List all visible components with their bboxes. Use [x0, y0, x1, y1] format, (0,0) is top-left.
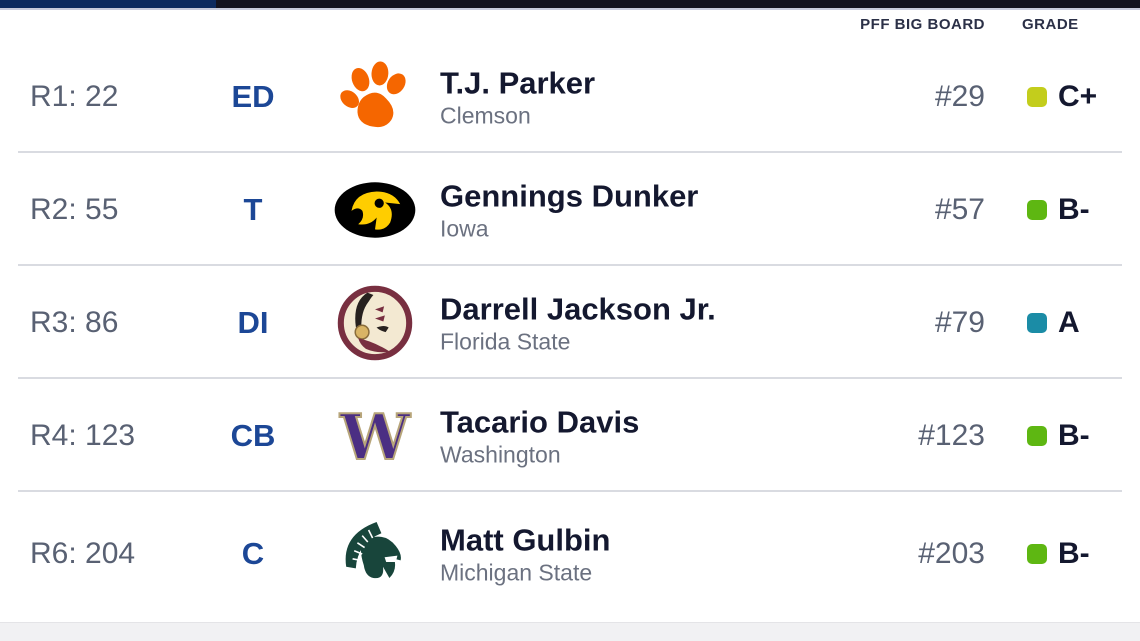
table-row[interactable]: R2: 55 T Gennings Dunker Iowa #57 B- — [0, 153, 1140, 266]
pick-number: R3: 86 — [30, 305, 119, 339]
row-divider — [18, 490, 1122, 492]
table-row[interactable]: R1: 22 ED T.J. Parker Clemson #29 C+ — [0, 40, 1140, 153]
column-header-grade: GRADE — [1022, 16, 1079, 33]
pick-number: R6: 204 — [30, 536, 136, 570]
washington-huskies-logo: W — [333, 394, 417, 478]
grade-cell: B- — [1027, 537, 1090, 571]
michigan-state-spartans-logo — [333, 512, 417, 596]
position-label: T — [243, 191, 263, 227]
florida-state-seminoles-logo — [333, 281, 417, 365]
pick-number: R1: 22 — [30, 79, 119, 113]
top-progress-bar — [0, 0, 1140, 8]
row-divider — [18, 377, 1122, 379]
player-name: Darrell Jackson Jr. — [440, 291, 716, 326]
iowa-hawkeyes-logo — [333, 168, 417, 252]
player-school: Clemson — [440, 102, 531, 128]
player-name: Matt Gulbin — [440, 522, 611, 557]
grade-color-swatch — [1027, 425, 1047, 446]
grade-letter: A — [1058, 305, 1080, 339]
player-name: T.J. Parker — [440, 65, 596, 100]
position-label: DI — [237, 304, 269, 340]
top-divider-line — [0, 8, 1140, 10]
pick-number: R2: 55 — [30, 192, 119, 226]
grade-letter: C+ — [1058, 79, 1098, 113]
grade-color-swatch — [1027, 543, 1047, 564]
grade-cell: B- — [1027, 419, 1090, 453]
grade-cell: B- — [1027, 193, 1090, 227]
grade-letter: B- — [1058, 536, 1090, 570]
big-board-rank: #57 — [934, 192, 985, 226]
row-divider — [18, 264, 1122, 266]
bottom-page-strip — [0, 622, 1140, 641]
big-board-rank: #123 — [918, 418, 985, 452]
grade-letter: B- — [1058, 418, 1090, 452]
player-school: Iowa — [440, 215, 489, 241]
pick-number: R4: 123 — [30, 418, 136, 452]
grade-color-swatch — [1027, 312, 1047, 333]
grade-color-swatch — [1027, 86, 1047, 107]
big-board-rank: #79 — [934, 305, 985, 339]
table-row[interactable]: R6: 204 C Matt Gulbin Michigan St — [0, 492, 1140, 615]
position-label: C — [241, 535, 265, 571]
svg-text:W: W — [339, 401, 411, 471]
row-divider — [18, 151, 1122, 153]
grade-color-swatch — [1027, 199, 1047, 220]
position-label: CB — [230, 417, 276, 453]
player-name: Tacario Davis — [440, 404, 640, 439]
player-school: Florida State — [440, 328, 571, 354]
grade-letter: B- — [1058, 192, 1090, 226]
big-board-rank: #29 — [934, 79, 985, 113]
position-label: ED — [231, 78, 275, 114]
table-row[interactable]: DI R3: 86 Darrell Jackson Jr. Florida St… — [0, 266, 1140, 379]
big-board-rank: #203 — [918, 536, 985, 570]
player-school: Michigan State — [440, 559, 593, 585]
top-progress-bar-fill — [0, 0, 216, 8]
column-header-big-board: PFF BIG BOARD — [860, 16, 985, 33]
player-school: Washington — [440, 441, 561, 467]
grade-cell: C+ — [1027, 80, 1097, 114]
draft-picks-table: R1: 22 ED T.J. Parker Clemson #29 C+ — [0, 40, 1140, 615]
clemson-tigers-paw-logo — [333, 55, 417, 139]
grade-cell: A — [1027, 306, 1080, 340]
player-name: Gennings Dunker — [440, 178, 699, 213]
table-row[interactable]: R4: 123 CB W Tacario Davis Washington #1… — [0, 379, 1140, 492]
